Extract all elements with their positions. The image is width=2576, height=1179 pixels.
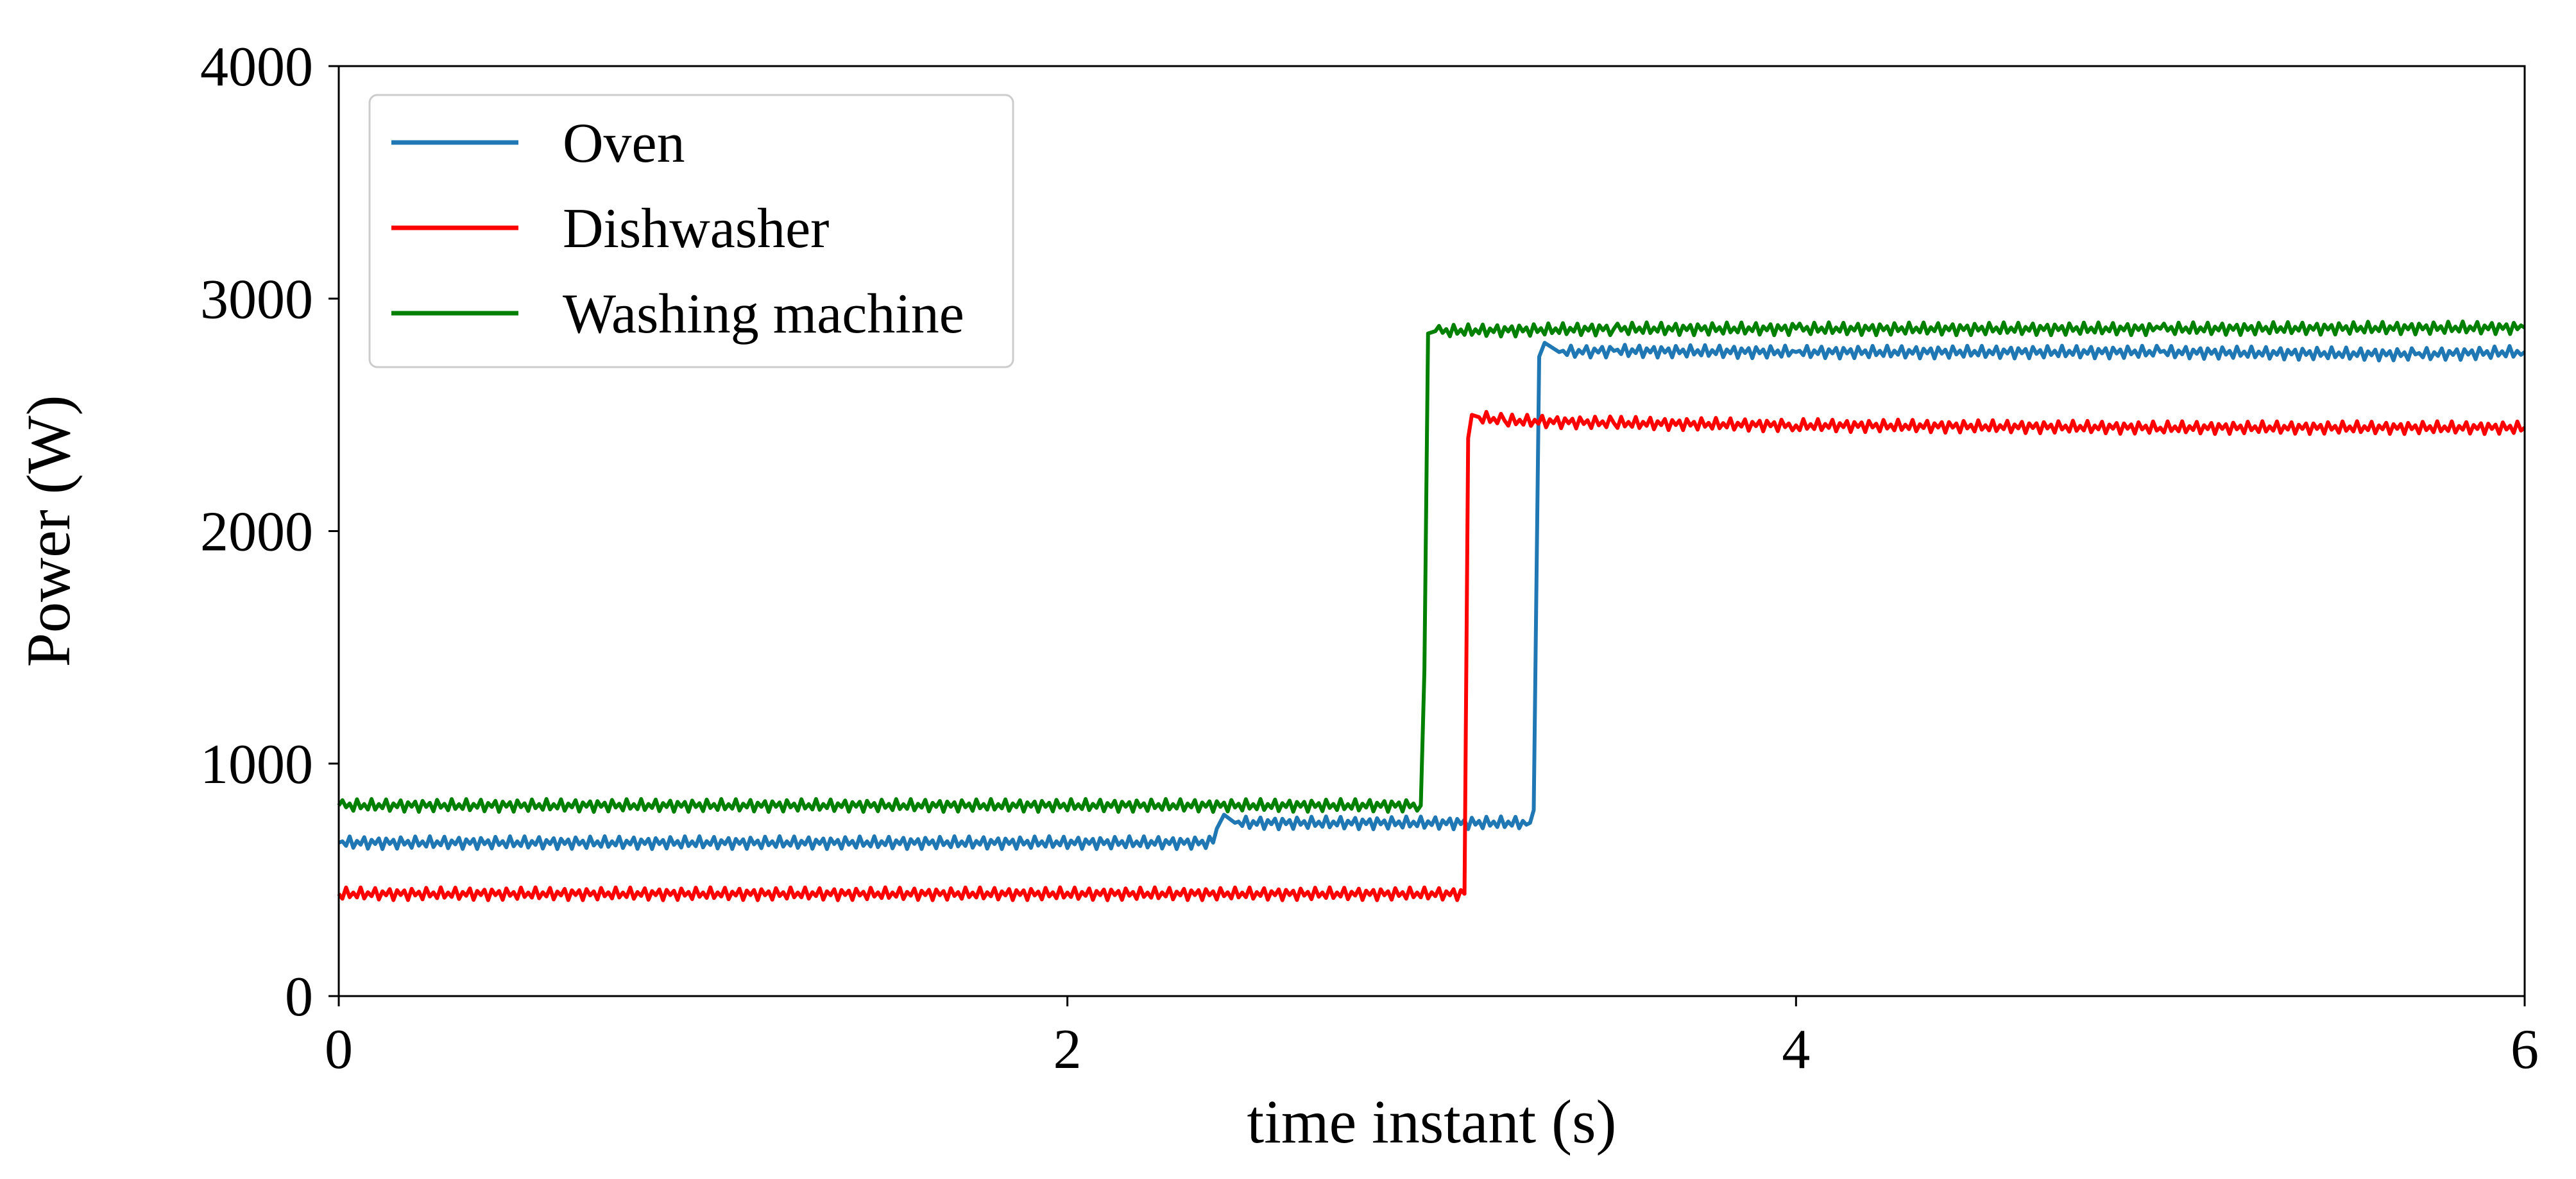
y-tick-label: 1000 <box>200 734 313 796</box>
y-tick-label: 2000 <box>200 501 313 564</box>
legend-label: Dishwasher <box>563 198 829 260</box>
x-tick-label: 0 <box>325 1019 353 1081</box>
y-tick-label: 4000 <box>200 36 313 98</box>
x-axis-label: time instant (s) <box>1247 1087 1617 1156</box>
x-tick-label: 2 <box>1053 1019 1082 1081</box>
y-axis-label: Power (W) <box>14 395 83 667</box>
series-line-washing-machine <box>337 319 2526 814</box>
y-tick-label: 3000 <box>200 268 313 331</box>
legend-label: Oven <box>563 112 685 175</box>
tick-layer: 0 2 4 6 0 1000 2000 3000 4000 <box>200 36 2539 1081</box>
series-layer <box>337 319 2526 902</box>
legend-label: Washing machine <box>563 283 964 345</box>
series-line-dishwasher <box>337 409 2526 902</box>
legend: Oven Dishwasher Washing machine <box>368 94 1014 368</box>
y-tick-label: 0 <box>285 966 313 1028</box>
x-tick-label: 4 <box>1782 1019 1810 1081</box>
legend-box <box>368 94 1014 368</box>
x-tick-label: 6 <box>2511 1019 2539 1081</box>
series-line-oven <box>338 341 2526 851</box>
